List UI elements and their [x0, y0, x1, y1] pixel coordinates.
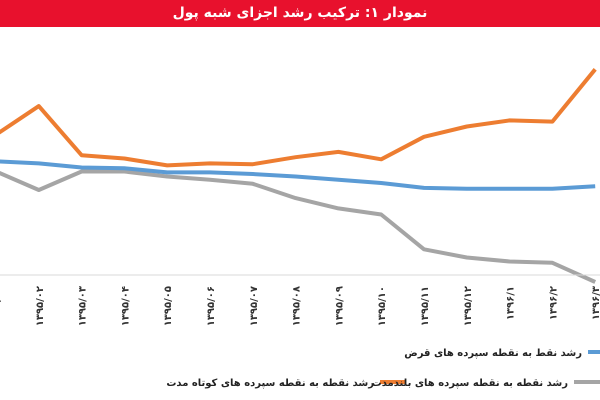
x-tick-label: ۱۳۹۵/۰۱ [0, 286, 3, 326]
x-tick-labels: ۱۳۹۵/۰۱ ۱۳۹۵/۰۲ ۱۳۹۵/۰۳ ۱۳۹۵/۰۴ ۱۳۹۵/۰۵ ۱۳۹۵/… [0, 286, 600, 326]
legend-label-long-term: رشد نقطه به نقطه سپرده های بلندمدت [372, 378, 569, 389]
x-tick-label: ۱۳۹۵/۰۹ [334, 286, 345, 326]
x-tick-label: ۱۳۹۶/۲ [548, 286, 559, 320]
x-tick-label: ۱۳۹۵/۰۷ [249, 286, 260, 326]
x-tick-label: ۱۳۹۵/۱۱ [420, 286, 431, 326]
x-tick-label: ۱۳۹۵/۱۲ [463, 286, 474, 326]
x-tick-label: ۱۳۹۵/۰۵ [163, 286, 174, 326]
series-line-qarz [0, 159, 596, 191]
series-lines [0, 68, 597, 284]
x-tick-label: ۱۳۹۵/۰۲ [35, 286, 46, 326]
chart-title: نمودار ۱: ترکیب رشد اجزای شبه پول [0, 0, 600, 27]
x-tick-label: ۱۳۹۵/۱۰ [377, 286, 388, 326]
x-tick-label: ۱۳۹۶/۱ [506, 286, 517, 320]
series-line-short-term [0, 68, 597, 168]
legend-label-qarz: رشد نقط به نقطه سپرده های قرض [404, 348, 582, 359]
x-tick-label: ۱۳۹۵/۰۳ [78, 286, 89, 326]
x-tick-label: ۱۳۹۶/۳ [591, 286, 600, 320]
legend-label-short-term: رشد نقطه به نقطه سپرده های کوتاه مدت [166, 378, 374, 389]
x-tick-label: ۱۳۹۵/۰۸ [292, 286, 303, 326]
x-tick-label: ۱۳۹۵/۰۴ [120, 286, 131, 326]
x-tick-label: ۱۳۹۵/۰۶ [206, 286, 217, 326]
legend: رشد نقط به نقطه سپرده های قرض رشد نقطه ب… [166, 348, 600, 389]
